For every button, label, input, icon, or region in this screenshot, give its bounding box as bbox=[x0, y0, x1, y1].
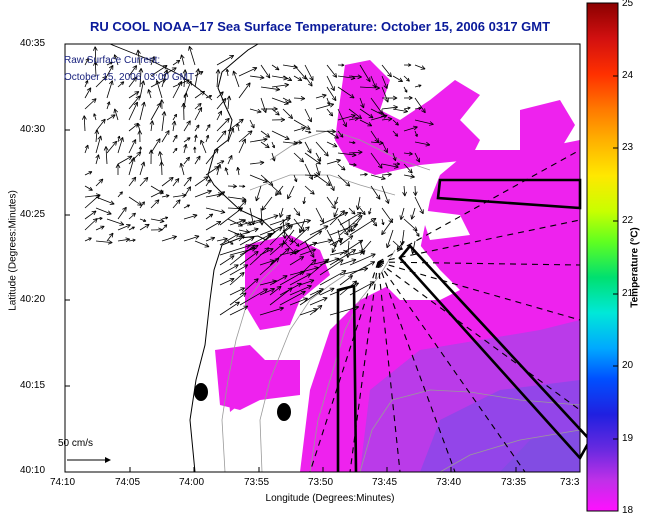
colorbar-tick-label: 23 bbox=[622, 142, 634, 153]
sst-field bbox=[215, 60, 580, 472]
colorbar bbox=[586, 2, 619, 512]
colorbar-tick-label: 25 bbox=[622, 0, 634, 9]
legend-line-2: October 15, 2006 03:00 GMT bbox=[64, 72, 195, 83]
current-vectors bbox=[82, 46, 434, 316]
xtick-label: 73:40 bbox=[436, 477, 462, 488]
colorbar-tick-label: 18 bbox=[622, 505, 634, 516]
colorbar-tick-label: 19 bbox=[622, 433, 634, 444]
xtick-label: 73:55 bbox=[244, 477, 270, 488]
xtick-label: 73:50 bbox=[308, 477, 334, 488]
ytick-label: 40:15 bbox=[20, 380, 46, 391]
ytick-label: 40:35 bbox=[20, 38, 46, 49]
legend-line-1: Raw Surface Current: bbox=[64, 55, 161, 66]
colorbar-tick-label: 24 bbox=[622, 70, 634, 81]
station-marker bbox=[277, 403, 291, 421]
xtick-label: 73:45 bbox=[372, 477, 398, 488]
ytick-label: 40:20 bbox=[20, 294, 46, 305]
scale-label: 50 cm/s bbox=[58, 438, 94, 449]
x-axis-label: Longitude (Degrees:Minutes) bbox=[265, 493, 395, 504]
xtick-label: 73:3 bbox=[560, 477, 580, 488]
ytick-label: 40:25 bbox=[20, 209, 46, 220]
colorbar-tick-label: 22 bbox=[622, 215, 634, 226]
colorbar-tick-label: 21 bbox=[622, 288, 634, 299]
station-marker bbox=[194, 383, 208, 401]
xtick-label: 73:35 bbox=[501, 477, 527, 488]
ytick-label: 40:10 bbox=[20, 465, 46, 476]
ytick-label: 40:30 bbox=[20, 124, 46, 135]
map-title: RU COOL NOAA−17 Sea Surface Temperature:… bbox=[89, 19, 551, 34]
colorbar-label: Temperature (°C) bbox=[629, 227, 641, 308]
axis-ticks bbox=[64, 43, 517, 473]
y-axis-label: Latitude (Degrees:Minutes) bbox=[7, 190, 19, 311]
xtick-label: 74:10 bbox=[50, 477, 76, 488]
colorbar-tick-label: 20 bbox=[622, 360, 634, 371]
xtick-label: 74:00 bbox=[179, 477, 205, 488]
xtick-label: 74:05 bbox=[115, 477, 141, 488]
bathymetry-contours bbox=[221, 129, 580, 472]
